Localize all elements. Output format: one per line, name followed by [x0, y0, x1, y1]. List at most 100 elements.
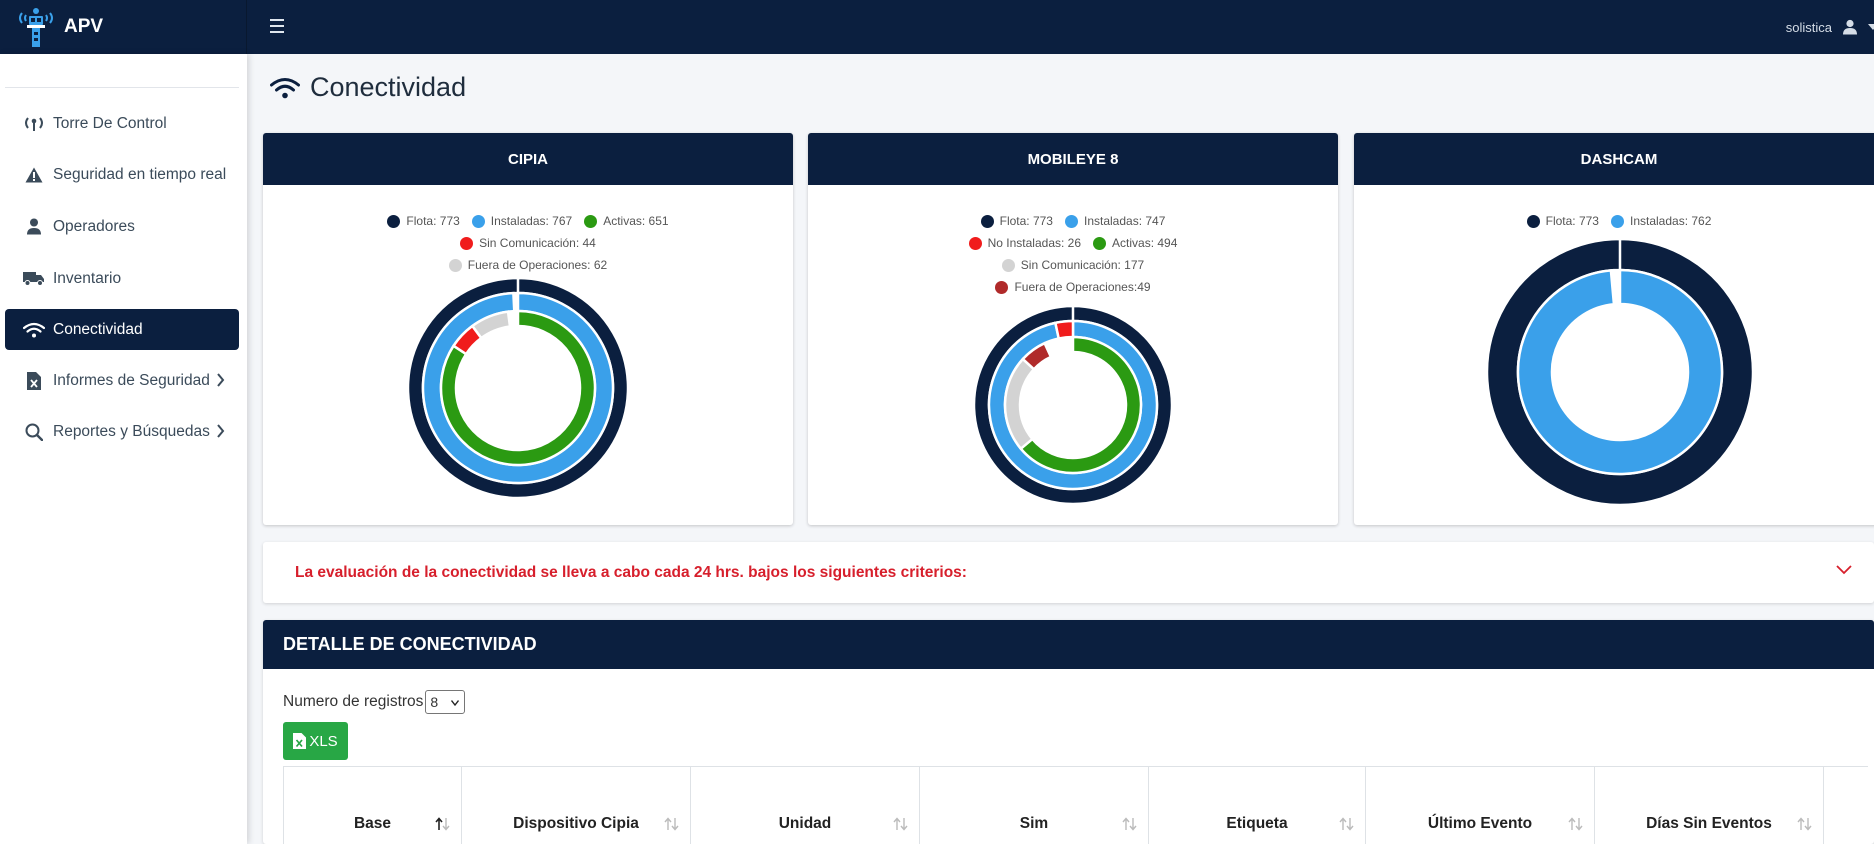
column-label: Base: [353, 815, 392, 832]
criteria-collapsible[interactable]: La evaluación de la conectividad se llev…: [263, 542, 1874, 603]
legend-label: Flota: 773: [1545, 214, 1599, 228]
legend-item[interactable]: Fuera de Operaciones:49: [995, 280, 1151, 294]
column-header-dias-sin-eventos[interactable]: Días Sin Eventos: [1595, 767, 1824, 844]
legend-row: Flota: 773 Instaladas: 747: [808, 210, 1338, 232]
donut-segment-estado-2[interactable]: [470, 310, 512, 340]
menu-toggle-icon[interactable]: [270, 15, 286, 37]
records-select-value: 8: [430, 694, 439, 710]
legend-item[interactable]: Instaladas: 762: [1610, 214, 1711, 228]
page-title: Conectividad: [310, 72, 467, 102]
export-xls-button[interactable]: XLS: [283, 722, 348, 760]
donut-segment-estado-0[interactable]: [439, 309, 597, 467]
donut-segment-instaladas-0[interactable]: [1516, 268, 1724, 476]
legend-item[interactable]: Activas: 651: [584, 214, 669, 228]
user-menu[interactable]: solistica: [1786, 0, 1874, 54]
legend-item[interactable]: Instaladas: 767: [471, 214, 573, 228]
cipia-donut-chart: [408, 278, 628, 498]
user-icon: [1843, 19, 1857, 35]
legend-label: Activas: 651: [603, 214, 669, 228]
chevron-right-icon: [217, 373, 225, 387]
search-icon: [23, 421, 45, 443]
wifi-icon: [23, 319, 45, 341]
dashcam-donut-chart: [1487, 239, 1753, 505]
donut-segment-estado-2[interactable]: [1021, 341, 1053, 371]
legend-row: Fuera de Operaciones: 62: [263, 254, 793, 276]
legend-swatch: [460, 236, 474, 250]
page-header: Conectividad: [270, 72, 466, 103]
records-label: Numero de registros: [283, 693, 424, 710]
legend-row: Flota: 773 Instaladas: 762: [1354, 210, 1874, 232]
sort-icon: [893, 817, 908, 831]
column-header-unidad[interactable]: Unidad: [691, 767, 920, 844]
control-tower-logo-icon: [19, 8, 53, 47]
column-header-sim[interactable]: Sim: [920, 767, 1149, 844]
sidebar-item-conectividad[interactable]: Conectividad: [5, 309, 239, 350]
chevron-down-icon[interactable]: [1836, 564, 1852, 576]
legend-swatch: [1526, 214, 1540, 228]
sort-icon: [1122, 817, 1137, 831]
sidebar-item-operadores[interactable]: Operadores: [5, 206, 239, 247]
card-title: DASHCAM: [1354, 133, 1874, 185]
legend-item[interactable]: Flota: 773: [980, 214, 1053, 228]
chart-legend: Flota: 773 Instaladas: 767 Activas: 651 Sin…: [263, 210, 793, 276]
legend-row: No Instaladas: 26 Activas: 494: [808, 232, 1338, 254]
brand[interactable]: APV: [0, 0, 247, 54]
legend-label: Fuera de Operaciones: 62: [467, 258, 608, 272]
detail-title: DETALLE DE CONECTIVIDAD: [263, 620, 1874, 669]
column-header-dispositivo-cipia[interactable]: Dispositivo Cipia: [462, 767, 691, 844]
excel-file-icon: [293, 733, 307, 749]
card-title: CIPIA: [263, 133, 793, 185]
legend-label: Instaladas: 747: [1083, 214, 1166, 228]
donut-segment-instalacin-1[interactable]: [1053, 319, 1075, 340]
chevron-down-icon: [451, 700, 460, 706]
sidebar-item-reportes-y-busquedas[interactable]: Reportes y Búsquedas: [5, 411, 239, 452]
legend-swatch: [980, 214, 994, 228]
legend-swatch: [1001, 258, 1015, 272]
legend-item[interactable]: No Instaladas: 26: [968, 236, 1081, 250]
radio-tower-icon: [23, 113, 45, 135]
sort-icon: [664, 817, 679, 831]
excel-file-icon: [23, 370, 45, 392]
column-header-ultimo-evento[interactable]: Último Evento: [1366, 767, 1595, 844]
legend-swatch: [471, 214, 485, 228]
legend-row: Flota: 773 Instaladas: 767 Activas: 651: [263, 210, 793, 232]
connectivity-table: Base Dispositivo Cipia Unidad Sim Etique…: [283, 766, 1868, 844]
legend-swatch: [1093, 236, 1107, 250]
legend-swatch: [387, 214, 401, 228]
column-label: Último Evento: [1427, 815, 1533, 832]
legend-item[interactable]: Sin Comunicación: 44: [460, 236, 596, 250]
legend-item[interactable]: Fuera de Operaciones: 62: [448, 258, 608, 272]
records-select[interactable]: 8: [425, 690, 466, 714]
sidebar-item-informes-de-seguridad[interactable]: Informes de Seguridad: [5, 360, 239, 401]
sidebar-item-torre-de-control[interactable]: Torre De Control: [5, 103, 239, 144]
legend-swatch: [1064, 214, 1078, 228]
legend-label: Sin Comunicación: 177: [1020, 258, 1145, 272]
cipia-card: CIPIA Flota: 773 Instaladas: 767 Activas: …: [263, 133, 793, 525]
legend-item[interactable]: Activas: 494: [1093, 236, 1177, 250]
column-header-etiqueta[interactable]: Etiqueta: [1149, 767, 1366, 844]
chart-legend: Flota: 773 Instaladas: 747 No Instaladas: …: [808, 210, 1338, 298]
sidebar-item-seguridad-en-tiempo-real[interactable]: Seguridad en tiempo real: [5, 154, 239, 195]
sidebar-item-label: Operadores: [53, 217, 135, 235]
legend-item[interactable]: Flota: 773: [1526, 214, 1599, 228]
username: solistica: [1785, 19, 1832, 35]
chart-legend: Flota: 773 Instaladas: 762: [1354, 210, 1874, 232]
sidebar-item-inventario[interactable]: Inventario: [5, 258, 239, 299]
column-header-base[interactable]: Base: [283, 767, 462, 844]
sidebar-divider: [5, 87, 239, 88]
legend-label: Instaladas: 767: [490, 214, 573, 228]
legend-swatch: [968, 236, 982, 250]
legend-item[interactable]: Flota: 773: [387, 214, 460, 228]
legend-swatch: [995, 280, 1009, 294]
sort-icon: [1339, 817, 1354, 831]
sidebar-item-label: Torre De Control: [53, 114, 167, 132]
sidebar-item-label: Conectividad: [53, 320, 143, 338]
wifi-icon: [270, 77, 300, 98]
legend-item[interactable]: Instaladas: 747: [1064, 214, 1166, 228]
legend-item[interactable]: Sin Comunicación: 177: [1001, 258, 1145, 272]
mobileye-8-card: MOBILEYE 8 Flota: 773 Instaladas: 747 No I…: [808, 133, 1338, 525]
top-navbar: APV solistica: [0, 0, 1874, 54]
sort-icon: [1568, 817, 1583, 831]
legend-row: Fuera de Operaciones:49: [808, 276, 1338, 298]
sidebar-item-label: Reportes y Búsquedas: [53, 422, 210, 440]
